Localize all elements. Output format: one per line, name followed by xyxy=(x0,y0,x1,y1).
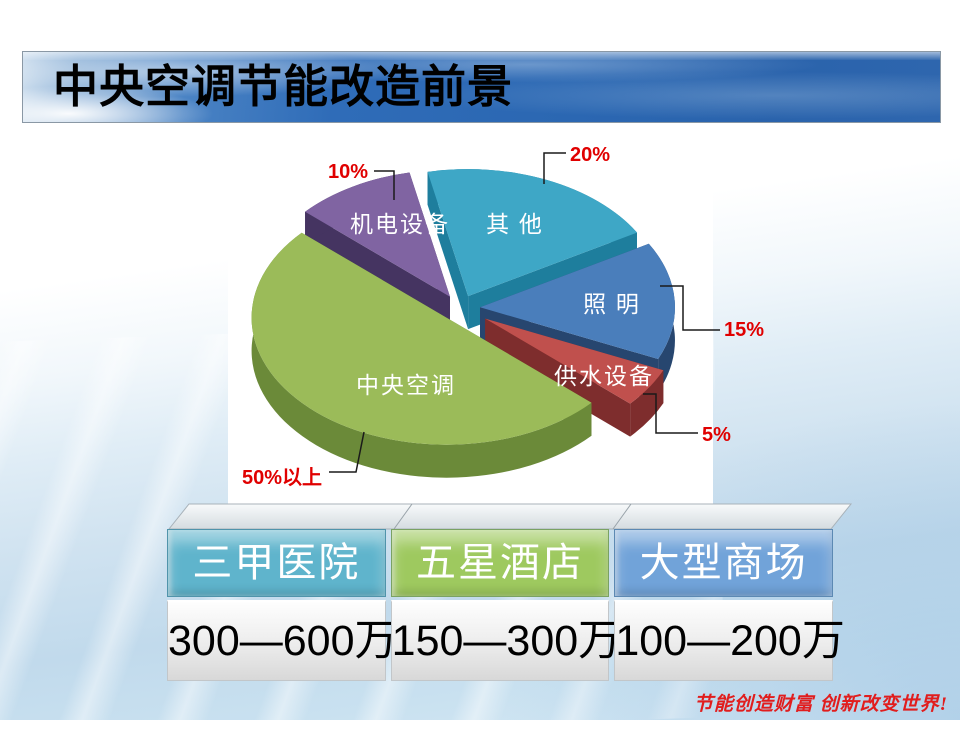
page-title: 中央空调节能改造前景 xyxy=(53,62,514,112)
slice-label-equipment: 机电设备 xyxy=(350,212,450,237)
callout-line-lighting xyxy=(660,285,720,331)
callout-line-hvac xyxy=(329,431,365,473)
pct-label-water: 5% xyxy=(702,424,731,446)
table-header-hospital: 三甲医院 xyxy=(167,529,386,597)
table-value-mall: 100—200万 xyxy=(614,600,845,681)
pie-slice-2-top xyxy=(485,318,664,404)
pie-slice-0-top xyxy=(427,169,637,297)
table-value-hotel: 150—300万 xyxy=(390,600,621,681)
pie-slice-3-top xyxy=(251,232,592,445)
footer-motto: 节能创造财富 创新改变世界! xyxy=(693,694,948,715)
slice-label-water: 供水设备 xyxy=(554,364,654,389)
table-column-hotel: 五星酒店 150—300万 xyxy=(390,529,621,681)
pie-slice-2-side xyxy=(630,370,664,437)
table-columns: 三甲医院 300—600万 五星酒店 150—300万 大型商场 100—200… xyxy=(167,529,845,681)
table-value-hospital: 300—600万 xyxy=(167,600,398,681)
callout-line-water xyxy=(643,393,698,434)
pie-slice-0-wall xyxy=(427,171,469,330)
table-header-mall: 大型商场 xyxy=(614,529,834,597)
slice-label-others: 其 他 xyxy=(486,212,544,237)
pct-label-others: 20% xyxy=(570,144,611,166)
pct-label-hvac: 50%以上 xyxy=(242,467,323,489)
pie-chart-area: 其 他 照 明 供水设备 中央空调 机电设备 20% 15% 5% 50%以上 … xyxy=(228,126,808,526)
table-header-hotel: 五星酒店 xyxy=(390,529,610,597)
slice-label-lighting: 照 明 xyxy=(583,292,641,317)
title-banner: 中央空调节能改造前景 xyxy=(22,51,941,123)
pct-label-lighting: 15% xyxy=(724,319,765,341)
pct-label-equipment: 10% xyxy=(328,161,369,183)
pie-slice-1-top xyxy=(480,243,675,359)
table-column-mall: 大型商场 100—200万 xyxy=(614,529,845,681)
pie-slice-2-wall xyxy=(485,318,631,437)
table-3d-top xyxy=(167,503,853,530)
pie-chart xyxy=(251,152,720,478)
pie-slice-4-top xyxy=(305,172,450,297)
slice-label-hvac: 中央空调 xyxy=(356,373,456,398)
table-column-hospital: 三甲医院 300—600万 xyxy=(167,529,398,681)
callout-line-others xyxy=(543,152,566,184)
callout-line-equipment xyxy=(374,170,395,200)
